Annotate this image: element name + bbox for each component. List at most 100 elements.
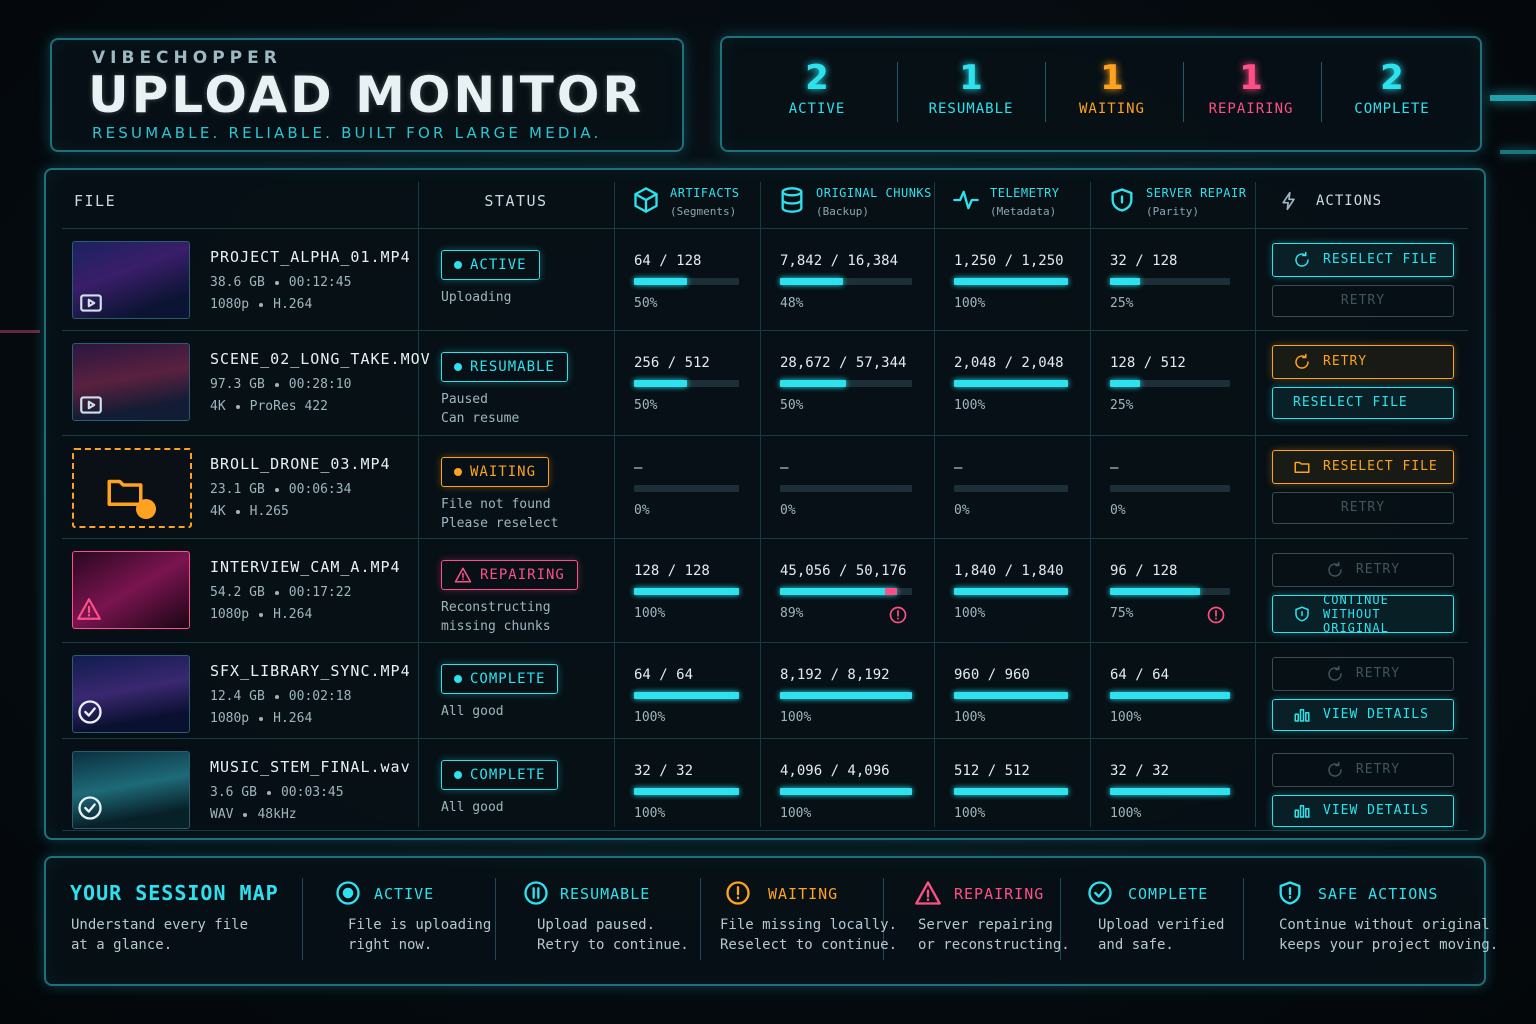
icon-part: [1302, 353, 1307, 359]
thumbnail: [72, 241, 190, 319]
icon-part: [78, 796, 102, 820]
action-label: CONTINUE WITHOUT ORIGINAL: [1323, 593, 1389, 635]
action-button[interactable]: RESELECT FILE: [1272, 243, 1454, 277]
action-button[interactable]: VIEW DETAILS: [1272, 795, 1454, 827]
play-icon: [80, 294, 102, 312]
separator-dot: [274, 487, 279, 492]
stat-value: 1: [1100, 58, 1124, 98]
stat-divider: [1321, 62, 1322, 122]
action-label: RESELECT FILE: [1293, 395, 1408, 410]
progress-percent: 0%: [1110, 503, 1126, 518]
status-label: COMPLETE: [470, 767, 546, 783]
meta-text: 12.4 GB: [210, 689, 265, 704]
meta-text: H.264: [273, 297, 313, 312]
thumbnail: [72, 551, 190, 629]
row-divider: [62, 330, 1468, 331]
status-dot: [454, 675, 462, 683]
progress-track: [780, 278, 912, 285]
meta-text: 00:06:34: [288, 482, 352, 497]
check-icon: [78, 796, 102, 820]
status-pill: COMPLETE: [441, 760, 559, 790]
progress-percent: 100%: [954, 398, 986, 413]
progress-percent: 0%: [634, 503, 650, 518]
separator-dot: [274, 280, 279, 285]
column-divider: [934, 182, 935, 827]
icon-part: [1334, 665, 1340, 671]
progress-percent: 0%: [954, 503, 970, 518]
progress-fill: [954, 692, 1068, 699]
bg-streak: [1490, 95, 1536, 101]
legend-text: Continue without original: [1279, 917, 1490, 933]
stat-label: RESUMABLE: [928, 101, 1014, 117]
column-subheader: (Segments): [670, 205, 737, 218]
action-button[interactable]: VIEW DETAILS: [1272, 699, 1454, 731]
meta-text: H.264: [273, 607, 313, 622]
icon-part: [1094, 888, 1106, 898]
progress-percent: 50%: [780, 398, 804, 413]
progress-count: 1,840 / 1,840: [954, 563, 1064, 579]
status-note: Can resume: [441, 411, 520, 426]
row-divider: [62, 538, 1468, 539]
progress-track: [1110, 278, 1230, 285]
status-note: All good: [441, 704, 504, 719]
folder-icon: [1294, 461, 1310, 473]
action-button: RETRY: [1272, 657, 1454, 691]
progress-count: 64 / 128: [634, 253, 702, 269]
icon-part: [77, 598, 101, 620]
stat-divider: [897, 62, 898, 122]
legend-divider: [1060, 878, 1061, 960]
progress-percent: 89%: [780, 606, 804, 621]
check-icon: [78, 700, 102, 724]
action-button: RETRY: [1272, 753, 1454, 787]
legend-text: Upload paused.: [537, 917, 656, 933]
file-meta: 97.3 GB 00:28:10: [210, 377, 351, 392]
progress-percent: 100%: [780, 806, 812, 821]
file-name: SFX_LIBRARY_SYNC.MP4: [210, 662, 411, 680]
legend-panel: [44, 856, 1486, 986]
action-button[interactable]: RESELECT FILE: [1272, 450, 1454, 484]
progress-fill: [780, 588, 898, 595]
action-button[interactable]: RETRY: [1272, 345, 1454, 379]
progress-track: [954, 485, 1068, 492]
column-subheader: (Parity): [1146, 205, 1199, 218]
icon-part: [1334, 761, 1340, 767]
meta-text: 00:03:45: [280, 785, 344, 800]
action-button[interactable]: RESELECT FILE: [1272, 387, 1454, 419]
tagline: RESUMABLE. RELIABLE. BUILT FOR LARGE MED…: [92, 124, 602, 142]
icon-part: [1328, 763, 1342, 777]
warn-icon: [454, 567, 472, 583]
file-name: PROJECT_ALPHA_01.MP4: [210, 248, 411, 266]
progress-percent: 25%: [1110, 398, 1134, 413]
status-label: COMPLETE: [470, 671, 546, 687]
file-meta: 1080p H.264: [210, 607, 312, 622]
legend-text: Server repairing: [918, 917, 1053, 933]
meta-text: 1080p: [210, 297, 250, 312]
progress-fill: [780, 278, 844, 285]
action-label: RETRY: [1355, 562, 1401, 577]
legend-text: and safe.: [1098, 937, 1174, 953]
table-panel: [44, 168, 1486, 840]
bolt-icon: [1282, 191, 1295, 211]
file-name: INTERVIEW_CAM_A.MP4: [210, 558, 401, 576]
icon-part: [1294, 809, 1299, 818]
icon-part: [889, 606, 907, 624]
icon-part: [726, 881, 750, 905]
progress-count: 64 / 64: [634, 667, 694, 683]
progress-percent: 100%: [780, 710, 812, 725]
meta-text: ProRes 422: [249, 399, 328, 414]
icon-part: [1294, 461, 1310, 473]
meta-text: 4K: [210, 399, 226, 414]
progress-fill: [634, 588, 739, 595]
meta-text: H.264: [273, 711, 313, 726]
action-label: VIEW DETAILS: [1323, 707, 1429, 722]
bg-streak: [0, 330, 40, 333]
target-icon: [336, 881, 360, 905]
progress-count: 2,048 / 2,048: [954, 355, 1064, 371]
progress-fill: [954, 588, 1068, 595]
file-meta: 54.2 GB 00:17:22: [210, 585, 351, 600]
meta-text: 3.6 GB: [210, 785, 257, 800]
progress-percent: 50%: [634, 398, 658, 413]
progress-count: 960 / 960: [954, 667, 1030, 683]
action-button[interactable]: CONTINUE WITHOUT ORIGINAL: [1272, 593, 1454, 635]
progress-count: 8,192 / 8,192: [780, 667, 890, 683]
